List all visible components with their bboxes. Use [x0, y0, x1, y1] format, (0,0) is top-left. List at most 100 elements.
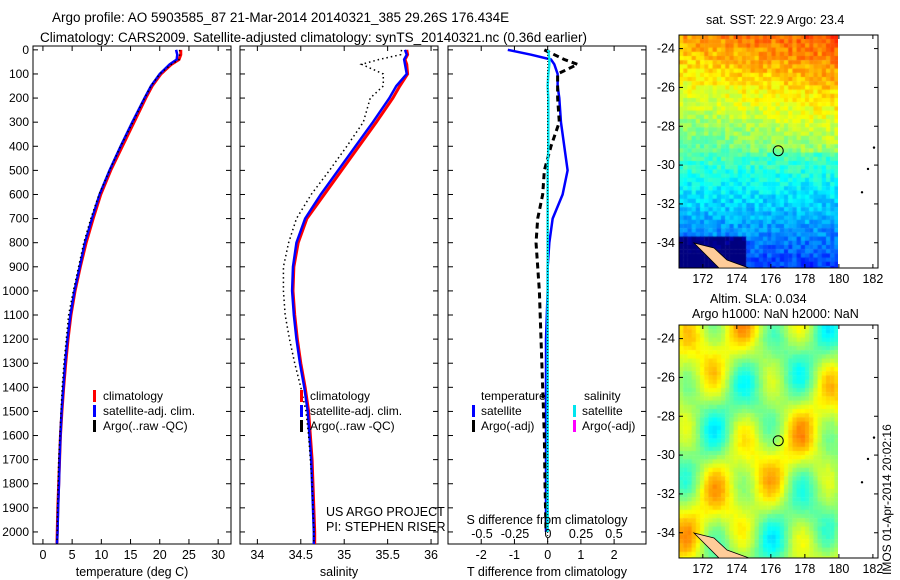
x-axis-label: temperature (deg C): [76, 565, 189, 579]
title-line2: Climatology: CARS2009. Satellite-adjuste…: [40, 30, 588, 45]
legend-label: satellite: [481, 404, 522, 418]
x-tick-label: 34.5: [289, 548, 313, 562]
lon-tick-label: 178: [794, 272, 815, 286]
plot-frame: [239, 45, 439, 545]
island-marker: [860, 481, 864, 484]
x-tick-label: 5: [69, 548, 76, 562]
island-marker: [866, 167, 870, 171]
legend-label: satellite-adj. clim.: [103, 404, 195, 418]
lon-tick-label: 172: [692, 272, 713, 286]
sla-map-title-2: Argo h1000: NaN h2000: NaN: [692, 307, 859, 321]
lat-tick-label: -32: [657, 197, 675, 211]
y-tick-label: 1100: [3, 308, 29, 322]
lon-tick-label: 182: [862, 272, 883, 286]
y-tick-label: 1700: [2, 453, 29, 467]
timestamp: IMOS 01-Apr-2014 20:02:16: [880, 424, 894, 575]
legend-label: Argo(..raw -QC): [103, 419, 188, 433]
coastline-new-zealand: [692, 532, 750, 559]
legend-swatch: [300, 420, 303, 432]
map-frame: [678, 324, 879, 559]
lon-tick-label: 174: [726, 562, 747, 576]
legend-title-temperature: temperature: [481, 389, 546, 403]
argo-position-marker: [772, 435, 784, 447]
sla-map-title-1: Altim. SLA: 0.034: [710, 292, 807, 306]
lat-tick-label: -34: [657, 526, 675, 540]
y-tick-label: 400: [9, 139, 29, 153]
legend-label: Argo(..raw -QC): [310, 419, 395, 433]
x-tick-label: 35: [337, 548, 351, 562]
island-marker: [872, 436, 876, 439]
x-tick-label: 15: [124, 548, 138, 562]
y-tick-label: 1900: [2, 501, 29, 515]
series-argo-raw-qc-: [282, 49, 403, 544]
legend-label: satellite: [582, 404, 623, 418]
island-marker: [872, 146, 876, 149]
x-tick-label: 30: [211, 548, 225, 562]
lat-tick-label: -24: [657, 332, 675, 346]
legend-swatch: [472, 420, 475, 432]
y-tick-label: 700: [9, 212, 29, 226]
lon-tick-label: 182: [862, 562, 883, 576]
legend-swatch: [300, 390, 303, 402]
y-tick-label: 1500: [2, 404, 29, 418]
legend-label: satellite-adj. clim.: [310, 404, 402, 418]
x-tick-label: 0: [39, 548, 46, 562]
x-tick-label: -1: [509, 548, 520, 562]
lon-tick-label: 176: [760, 562, 781, 576]
x-tick-label: 35.5: [375, 548, 399, 562]
series-argo-raw-qc-: [56, 49, 181, 545]
x-tick-label: 0: [544, 548, 551, 562]
x-tick-label: 20: [153, 548, 167, 562]
x2-tick-label: 0.25: [569, 527, 593, 541]
y-tick-label: 1300: [2, 356, 29, 370]
y-tick-label: 800: [9, 236, 29, 250]
y-tick-label: 600: [9, 187, 29, 201]
lat-tick-label: -28: [657, 409, 675, 423]
legend-label: Argo(-adj): [481, 419, 534, 433]
lat-tick-label: -24: [657, 42, 675, 56]
island-marker: [860, 191, 864, 194]
lat-tick-label: -26: [657, 80, 675, 94]
lon-tick-label: 172: [692, 562, 713, 576]
legend-swatch: [573, 405, 576, 417]
legend-swatch: [300, 405, 303, 417]
x-tick-label: 10: [94, 548, 108, 562]
y-tick-label: 1000: [2, 284, 29, 298]
legend-label: climatology: [103, 389, 163, 403]
lat-tick-label: -26: [657, 370, 675, 384]
map-frame: [678, 34, 879, 269]
x-tick-label: 36: [424, 548, 438, 562]
argo-position-marker: [772, 145, 784, 157]
legend-title-salinity: salinity: [584, 389, 621, 403]
sst-map-image: [679, 35, 838, 268]
x-tick-label: 2: [611, 548, 618, 562]
lat-tick-label: -34: [657, 236, 675, 250]
x2-tick-label: 0.5: [605, 527, 622, 541]
legend-label: climatology: [310, 389, 370, 403]
x-tick-label: -2: [476, 548, 487, 562]
lat-tick-label: -30: [657, 448, 675, 462]
y-tick-label: 900: [9, 260, 29, 274]
series-t-satellite: [507, 48, 569, 532]
legend-swatch: [573, 420, 576, 432]
sla-map-image: [679, 325, 838, 558]
x-tick-label: 25: [182, 548, 196, 562]
lon-tick-label: 176: [760, 272, 781, 286]
legend-swatch: [93, 420, 96, 432]
y-tick-label: 300: [9, 115, 29, 129]
y-tick-label: 1400: [2, 380, 29, 394]
y-tick-label: 1200: [2, 332, 29, 346]
y-tick-label: 500: [9, 163, 29, 177]
x-tick-label: 1: [577, 548, 584, 562]
y-tick-label: 1800: [2, 477, 29, 491]
legend-swatch: [93, 405, 96, 417]
lat-tick-label: -30: [657, 158, 675, 172]
credit-pi: PI: STEPHEN RISER: [326, 520, 446, 534]
lat-tick-label: -28: [657, 119, 675, 133]
credit-project: US ARGO PROJECT: [326, 505, 445, 519]
plot-frame: [447, 45, 647, 545]
y-tick-label: 2000: [2, 525, 29, 539]
